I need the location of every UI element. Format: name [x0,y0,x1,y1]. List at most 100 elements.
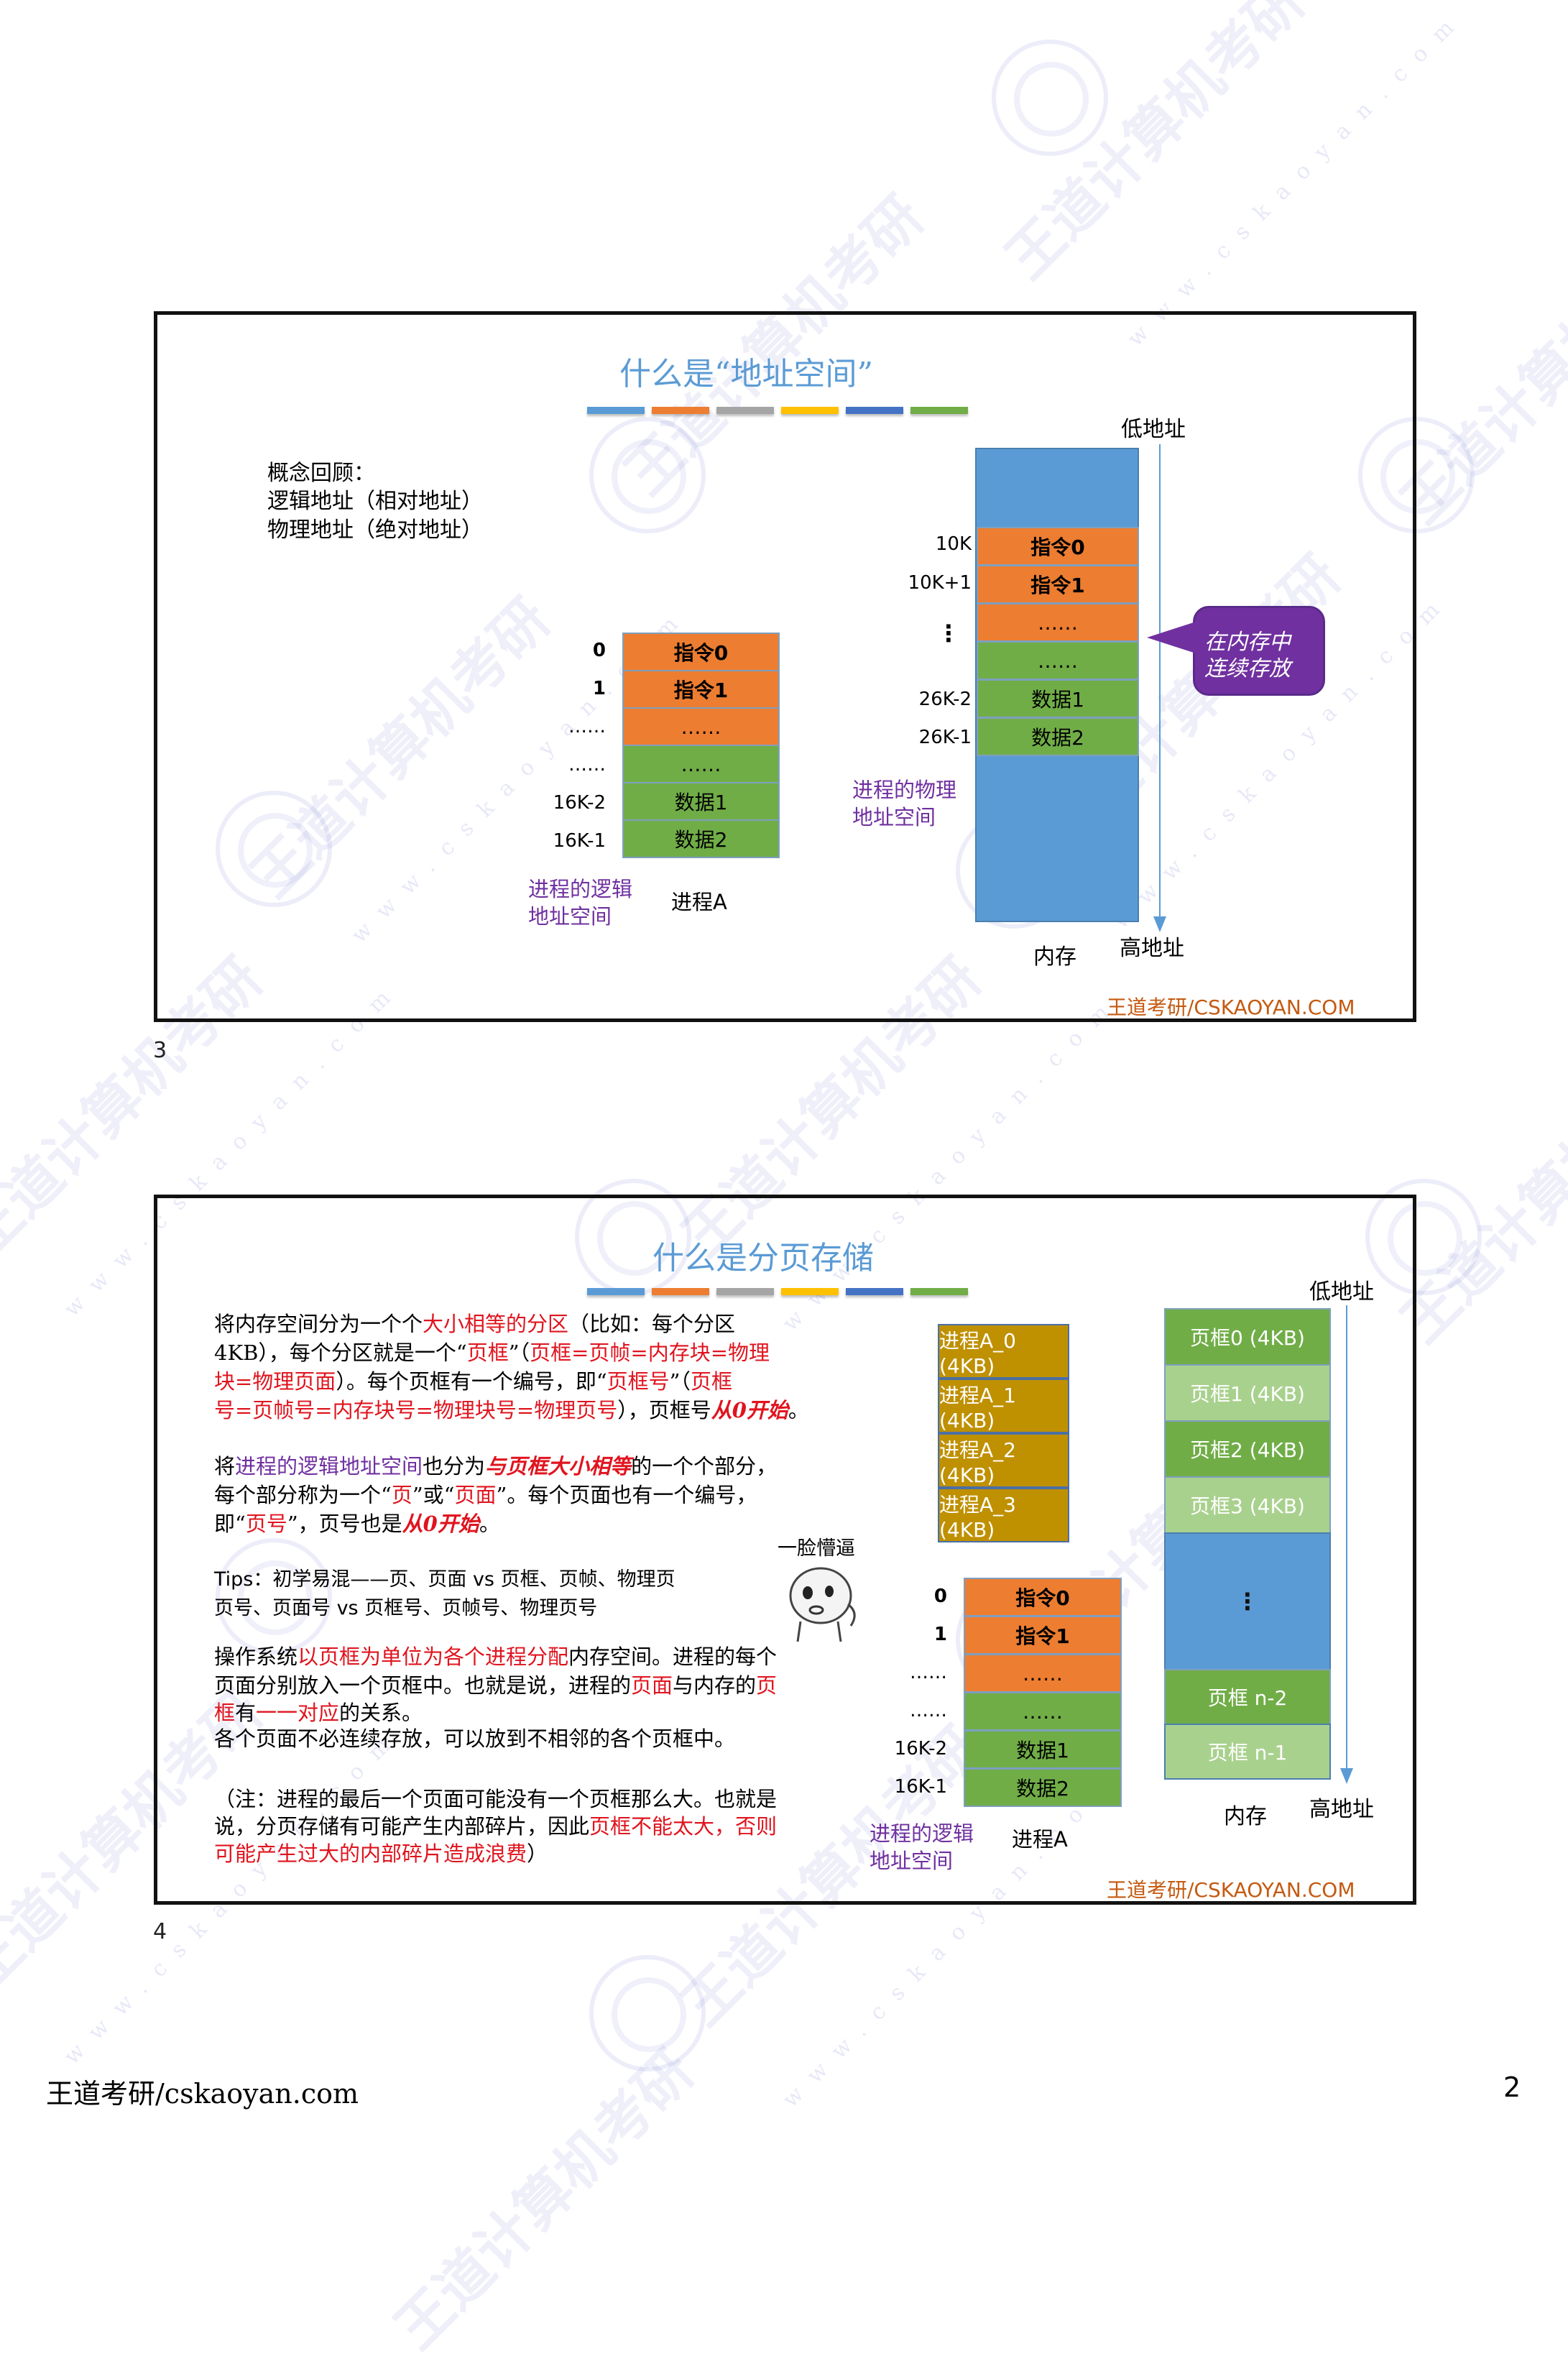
highlight: 一一对应 [256,1701,340,1725]
address-label: 16K-1 [553,830,606,852]
slide-4 [154,1195,1416,1905]
address-label: 16K-1 [894,1776,947,1798]
address-direction-arrow [1346,1305,1347,1772]
text: 将内存空间分为一个个 [214,1312,423,1336]
physical-space-caption: 进程的物理 [852,778,957,802]
highlight: 页号 [245,1512,287,1536]
text: 的一个个部分， [631,1454,778,1478]
emphasis: 与页框大小相等 [485,1454,632,1478]
highlight: 页面 [631,1673,673,1698]
address-label: 10K+1 [908,572,972,594]
watermark-seal [589,1955,706,2071]
page-number: 4 [153,1919,167,1944]
text: 内存空间。进程的每个 [568,1645,778,1669]
text: ”（ [508,1340,530,1365]
low-address-label: 低地址 [1121,417,1186,442]
document-footer-site: 王道考研/cskaoyan.com [46,2078,359,2110]
memory-label: 内存 [1033,944,1076,970]
process-page: 进程A_1 (4KB) [938,1379,1069,1433]
page-frame: 页框 n-1 [1164,1724,1331,1780]
memory-cell-instruction: 指令1 [977,565,1139,604]
highlight: 可能产生过大的内部碎片造成浪费 [214,1841,527,1866]
text: 将 [214,1454,236,1478]
page-frame: 页框0 (4KB) [1164,1308,1331,1366]
text: 各个页面不必连续存放，可以放到不相邻的各个页框中。 [214,1726,736,1751]
memory-cell-data: 数据2 [977,717,1139,756]
memory-cell-data: 数据2 [964,1768,1122,1807]
page-definition-paragraph: 将进程的逻辑地址空间也分为与页框大小相等的一个个部分， 每个部分称为一个“页”或… [214,1452,777,1538]
highlight: 页面 [454,1483,497,1507]
slide-3 [154,311,1416,1022]
memory-cell-data: 数据1 [964,1730,1122,1769]
concept-review-heading: 概念回顾： [267,461,375,486]
address-label: 16K-2 [553,792,606,814]
process-page: 进程A_3 (4KB) [938,1488,1069,1542]
slide-4-title: 什么是分页存储 [652,1240,874,1277]
logical-space-caption: 进程的逻辑 [870,1821,974,1846]
text: ） [527,1841,548,1866]
memory-cell-data: 数据1 [977,679,1139,718]
emphasis: 从0开始 [402,1512,479,1536]
arrow-down-icon [1153,916,1166,932]
callout-text: 在内存中 [1204,630,1291,655]
text: 与内存的 [673,1673,757,1698]
concept-physical-address: 物理地址（绝对地址） [267,518,483,543]
address-direction-arrow [1159,444,1161,919]
highlight: 进程的逻辑地址空间 [235,1454,423,1478]
text: （比如：每个分区 [568,1312,736,1336]
brand-footer: 王道考研/CSKAOYAN.COM [1107,1878,1355,1902]
address-label: ⋮ [937,620,960,647]
tips-line: Tips：初学易混——页、页面 vs 页框、页帧、物理页 [214,1568,675,1591]
physical-space-caption: 地址空间 [852,805,936,829]
high-address-label: 高地址 [1309,1797,1374,1822]
process-name: 进程A [1012,1827,1068,1852]
highlight: 页框不能太大，否则 [589,1814,778,1839]
watermark: 王道计算机考研 [383,2038,706,2362]
callout-pointer [1147,622,1196,653]
memory-label: 内存 [1224,1804,1267,1829]
text: 说，分页存储有可能产生内部碎片，因此 [214,1814,590,1839]
highlight: 页框 [690,1369,732,1394]
callout-bubble [1193,606,1325,696]
address-label: 0 [933,1586,947,1607]
text: ”或“ [412,1483,455,1507]
memory-cell-ellipsis: …… [964,1654,1122,1693]
watermark-seal [992,40,1108,156]
fragmentation-note-paragraph: （注：进程的最后一个页面可能没有一个页框那么大。也就是 说，分页存储有可能产生内… [214,1785,777,1867]
allocation-paragraph: 操作系统以页框为单位为各个进程分配内存空间。进程的每个 页面分别放入一个页框中。… [214,1642,777,1752]
highlight: 大小相等的分区 [423,1312,569,1336]
title-underline-bars [587,407,968,414]
memory-cell-instruction: 指令0 [622,633,780,671]
memory-cell-ellipsis: …… [622,745,780,783]
tips-line: 页号、页面号 vs 页框号、页帧号、物理页号 [214,1597,598,1619]
address-label: …… [568,754,606,776]
text: 4KB），每个分区就是一个“ [214,1340,467,1365]
highlight: 页 [756,1673,778,1698]
high-address-label: 高地址 [1120,936,1184,961]
logical-space-caption: 地址空间 [528,904,612,929]
logical-space-caption: 地址空间 [870,1849,954,1873]
memory-cell-data: 数据1 [622,782,780,821]
text: 。 [788,1398,809,1422]
highlight: 框 [214,1701,236,1725]
process-page: 进程A_0 (4KB) [938,1324,1069,1379]
emphasis: 从0开始 [711,1398,788,1422]
text: ）。每个页框有一个编号，即“ [336,1369,607,1394]
memory-cell-instruction: 指令0 [964,1578,1122,1616]
highlight: 页 [391,1483,412,1507]
arrow-down-icon [1340,1768,1353,1784]
text: 有 [235,1701,257,1725]
text: 操作系统 [214,1645,298,1669]
document-page-number: 2 [1503,2071,1521,2103]
address-label: 16K-2 [894,1738,947,1760]
text: 即“ [214,1512,246,1536]
memory-cell-instruction: 指令0 [977,527,1139,566]
process-name: 进程A [671,890,727,914]
low-address-label: 低地址 [1309,1279,1374,1305]
text: ），页框号 [617,1398,711,1422]
text: 。 [479,1512,500,1536]
address-label: 1 [592,678,606,699]
title-underline-bars [587,1288,968,1295]
highlight: 号=页帧号=内存块号=物理块号=物理页号 [214,1398,618,1422]
memory-cell-instruction: 指令1 [622,670,780,709]
